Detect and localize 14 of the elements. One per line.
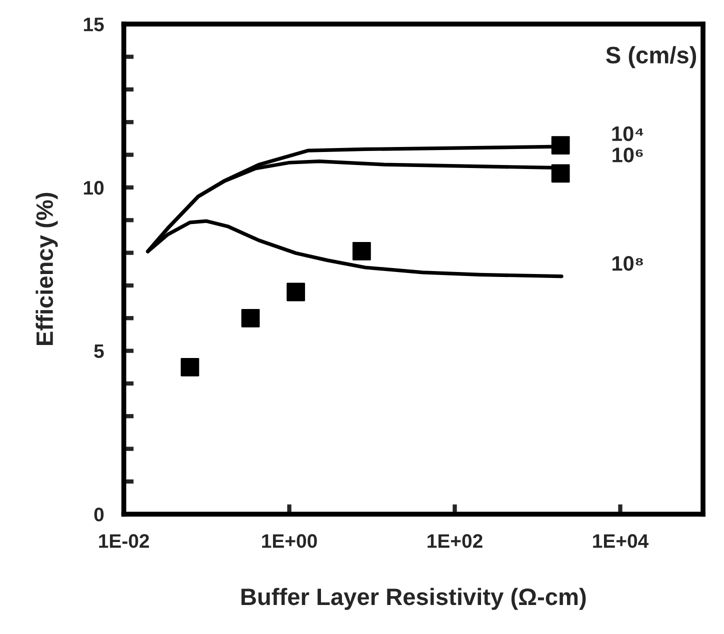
text: 10⁶	[612, 148, 643, 162]
x-tick-label: 1E+04	[593, 534, 649, 548]
x-tick-label: 1E-02	[99, 534, 149, 548]
y-tick-label: 0	[94, 508, 104, 522]
x-tick-label: 1E+00	[262, 534, 317, 548]
x-tick-label: 1E+02	[428, 534, 482, 548]
legend-title: S (cm/s)	[606, 46, 696, 68]
text: 10⁸	[612, 256, 643, 271]
y-axis-title: Efficiency (%)	[36, 192, 58, 345]
y-tick-label: 10	[84, 180, 104, 195]
x-axis-title: Buffer Layer Resistivity (Ω-cm)	[242, 588, 586, 610]
text: 10⁴	[612, 126, 644, 142]
y-tick-label: 15	[84, 18, 104, 32]
y-tick-label: 5	[94, 344, 104, 358]
